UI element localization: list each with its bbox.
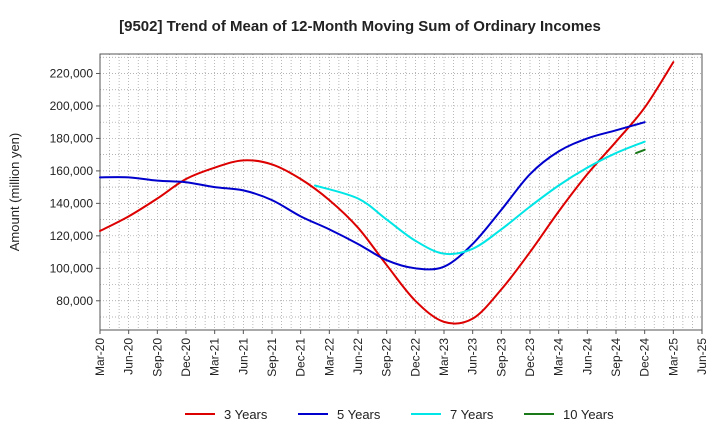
series-line-10-years (635, 148, 646, 155)
plot-frame (99, 53, 703, 331)
series-line-3-years (99, 61, 675, 325)
x-tick-label: Dec-22 (408, 338, 422, 377)
x-tick-label: Dec-20 (179, 338, 193, 377)
x-tick-label: Jun-23 (466, 338, 480, 375)
y-tick-label: 80,000 (56, 294, 93, 308)
y-axis: 80,000 100,000 120,000 140,000 160,000 180,00… (50, 66, 100, 308)
y-axis-label: Amount (million yen) (7, 133, 22, 252)
x-tick-label: Mar-23 (437, 338, 451, 376)
legend-label-7-years: 7 Years (450, 407, 494, 422)
y-tick-label: 120,000 (50, 229, 94, 243)
x-tick-label: Jun-21 (236, 338, 250, 375)
y-tick-label: 140,000 (50, 196, 94, 210)
x-tick-label: Dec-21 (294, 338, 308, 377)
x-tick-label: Jun-20 (122, 338, 136, 375)
y-tick-label: 220,000 (50, 66, 94, 80)
x-tick-label: Dec-24 (638, 338, 652, 377)
y-tick-label: 180,000 (50, 131, 94, 145)
legend: 3 Years 5 Years 7 Years 10 Years (185, 407, 614, 422)
x-tick-label: Mar-24 (552, 338, 566, 376)
y-tick-label: 200,000 (50, 99, 94, 113)
x-tick-label: Sep-24 (609, 338, 623, 377)
series-line-5-years (99, 121, 646, 271)
x-tick-label: Dec-23 (523, 338, 537, 377)
legend-label-3-years: 3 Years (224, 407, 268, 422)
x-tick-label: Sep-21 (265, 338, 279, 377)
x-tick-label: Sep-22 (380, 338, 394, 377)
x-tick-label: Jun-24 (580, 338, 594, 375)
x-tick-label: Mar-22 (322, 338, 336, 376)
x-tick-label: Mar-20 (93, 338, 107, 376)
grid (99, 54, 703, 330)
chart-title: [9502] Trend of Mean of 12-Month Moving … (119, 18, 601, 35)
x-tick-label: Sep-23 (494, 338, 508, 377)
x-tick-label: Jun-22 (351, 338, 365, 375)
series-line-7-years (314, 140, 646, 256)
x-tick-label: Mar-25 (666, 338, 680, 376)
x-tick-label: Mar-21 (208, 338, 222, 376)
y-tick-label: 100,000 (50, 261, 94, 275)
series-layer (99, 61, 675, 325)
x-axis: Mar-20 Jun-20 Sep-20 Dec-20 Mar-21 Jun-21 Sep-… (93, 330, 709, 377)
legend-label-5-years: 5 Years (337, 407, 381, 422)
x-tick-label: Sep-20 (150, 338, 164, 377)
legend-label-10-years: 10 Years (563, 407, 614, 422)
x-tick-label: Jun-25 (695, 338, 709, 375)
y-tick-label: 160,000 (50, 164, 94, 178)
